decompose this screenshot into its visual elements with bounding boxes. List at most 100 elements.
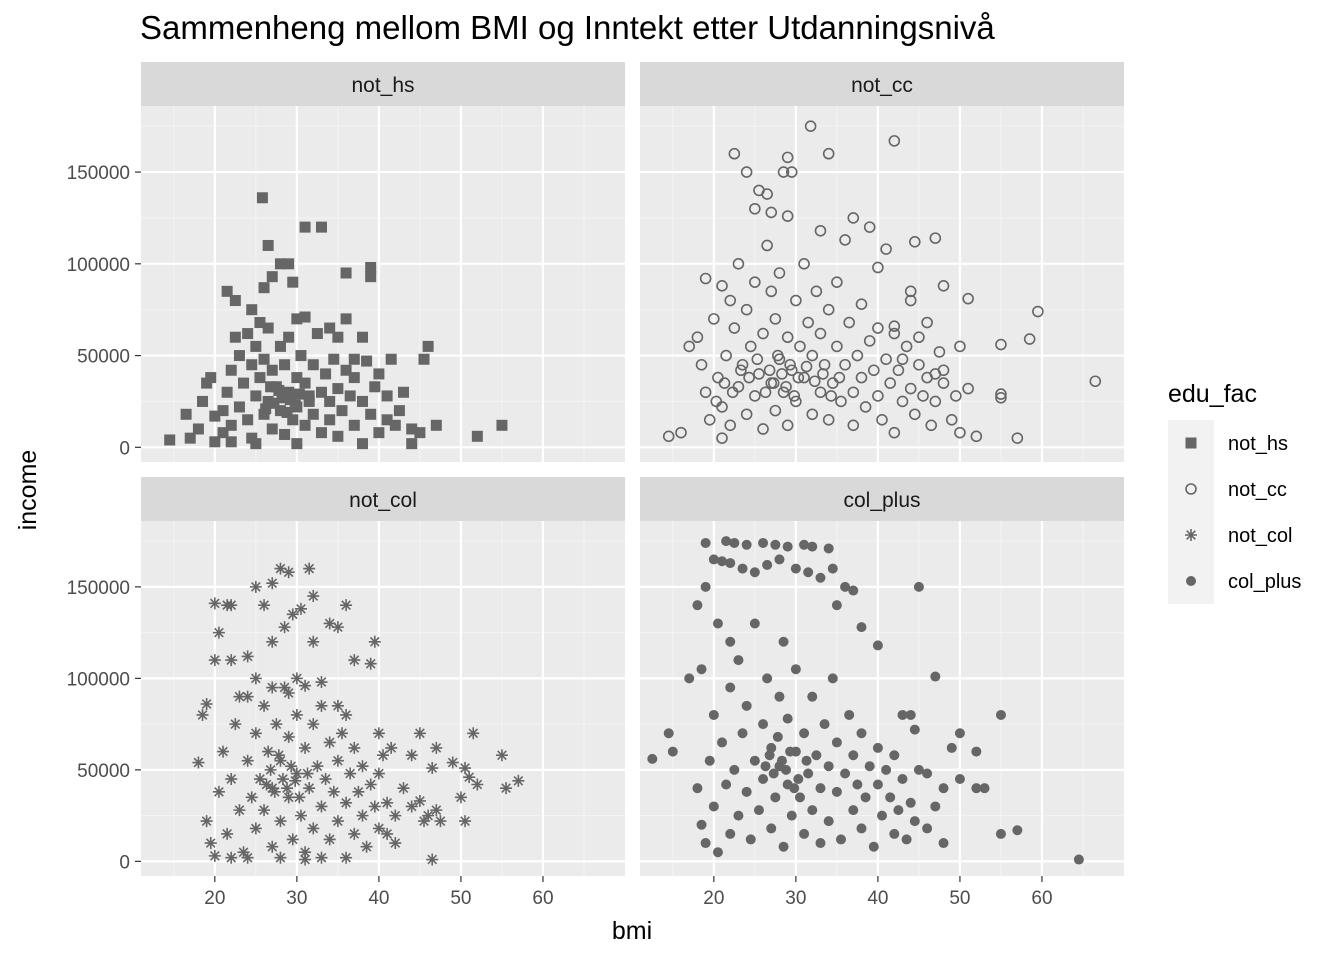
y-tick-label: 0 [119, 438, 130, 459]
data-point [233, 690, 246, 703]
data-point [822, 303, 835, 316]
data-point [299, 419, 311, 431]
data-point [839, 358, 851, 371]
data-point [741, 539, 752, 550]
data-point [209, 436, 221, 448]
data-point [896, 395, 909, 408]
data-point [962, 292, 974, 305]
data-point [500, 782, 513, 795]
data-point [180, 408, 192, 420]
data-point [683, 340, 696, 353]
data-point [807, 691, 818, 702]
data-point [266, 364, 278, 376]
data-point [717, 737, 728, 748]
data-point [221, 386, 233, 398]
data-point [692, 600, 703, 611]
data-point [335, 727, 348, 740]
data-point [785, 746, 796, 757]
data-point [759, 386, 772, 399]
data-point [273, 384, 285, 396]
data-point [208, 597, 221, 610]
data-point [815, 838, 826, 849]
data-point [196, 708, 209, 721]
panels-group: not_hs 0 50000 100000 150000 not_cc not_col 0 50… [67, 62, 1124, 909]
data-point [708, 801, 719, 812]
data-point [888, 426, 901, 439]
panel-background [141, 521, 625, 876]
data-point [766, 823, 777, 834]
data-point [276, 392, 288, 404]
data-points-col_plus [647, 536, 1084, 865]
data-point [291, 372, 303, 384]
data-point [221, 827, 234, 840]
data-point [303, 390, 315, 402]
data-point [233, 350, 245, 362]
x-tick-label: 40 [368, 888, 389, 909]
data-point [274, 258, 286, 270]
data-point [806, 349, 819, 362]
data-point [229, 718, 242, 731]
data-point [307, 359, 319, 371]
data-point [954, 340, 966, 353]
data-point [835, 834, 846, 845]
data-point [962, 382, 974, 395]
data-point [749, 390, 761, 402]
data-point [274, 754, 287, 767]
data-point [249, 580, 262, 593]
data-point [245, 791, 258, 804]
data-point [769, 404, 782, 417]
data-point [495, 749, 508, 762]
data-point [323, 833, 336, 846]
data-point [324, 322, 336, 334]
data-point [365, 271, 377, 283]
data-point [799, 728, 810, 739]
data-point [888, 135, 901, 147]
data-point [790, 395, 802, 408]
data-point [954, 426, 966, 439]
data-point [712, 618, 723, 629]
data-point [814, 327, 827, 340]
data-point [303, 782, 316, 795]
data-point [827, 673, 838, 684]
data-point [647, 753, 658, 764]
data-point [917, 390, 929, 402]
data-point [753, 368, 765, 380]
data-point [299, 741, 312, 754]
data-point [792, 371, 805, 384]
data-point [728, 322, 741, 334]
data-point [675, 426, 687, 439]
data-point [405, 800, 418, 813]
data-point [790, 563, 801, 574]
data-point [751, 353, 764, 366]
data-point [323, 736, 336, 749]
data-point [336, 405, 348, 417]
data-point [704, 755, 715, 766]
data-point [695, 358, 708, 371]
data-point [945, 413, 958, 426]
data-point [737, 563, 748, 574]
data-point [356, 438, 368, 450]
data-point [291, 313, 303, 325]
data-point [299, 221, 311, 233]
data-point [872, 779, 883, 790]
data-point [238, 377, 250, 389]
facet-panel-col_plus: col_plus 20 30 40 50 60 [640, 477, 1124, 909]
data-point [815, 572, 826, 583]
data-point [772, 731, 783, 742]
legend-key-not_cc [1185, 483, 1197, 495]
data-point [740, 408, 753, 421]
data-point [299, 679, 312, 692]
data-point [406, 423, 418, 435]
data-point [381, 796, 394, 809]
data-point [749, 202, 761, 215]
y-tick-label: 150000 [67, 578, 130, 599]
data-point [205, 372, 217, 384]
data-point [765, 206, 778, 219]
data-point [758, 774, 769, 785]
data-point [381, 827, 394, 840]
data-point [282, 687, 295, 700]
data-point [720, 349, 732, 362]
data-point [822, 413, 835, 426]
data-point [946, 742, 957, 753]
